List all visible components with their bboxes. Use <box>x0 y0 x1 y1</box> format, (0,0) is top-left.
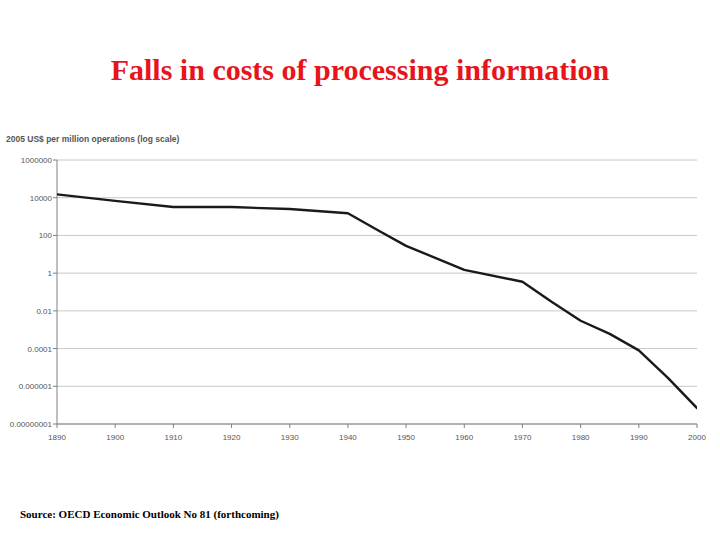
grid-line <box>57 235 697 236</box>
x-tick-label: 1980 <box>572 433 590 442</box>
y-tick-label: 100 <box>39 231 53 240</box>
grid-line <box>57 310 697 311</box>
x-tick <box>464 424 465 428</box>
x-tick <box>173 424 174 428</box>
grid-line <box>57 348 697 349</box>
y-tick-label: 0.000001 <box>19 382 53 391</box>
y-axis-label: 2005 US$ per million operations (log sca… <box>6 134 180 144</box>
y-axis <box>57 160 58 424</box>
source-note: Source: OECD Economic Outlook No 81 (for… <box>20 508 279 521</box>
x-tick-label: 2000 <box>688 433 706 442</box>
y-tick <box>53 273 57 274</box>
y-tick <box>53 348 57 349</box>
x-axis <box>57 424 697 425</box>
y-tick <box>53 310 57 311</box>
y-tick-label: 0.01 <box>36 307 52 316</box>
y-tick <box>53 160 57 161</box>
x-tick <box>697 424 698 428</box>
x-tick-label: 1950 <box>397 433 415 442</box>
x-tick <box>580 424 581 428</box>
grid-line <box>57 424 697 425</box>
x-tick <box>231 424 232 428</box>
grid-line <box>57 160 697 161</box>
x-tick-label: 1910 <box>164 433 182 442</box>
y-tick-label: 0.00000001 <box>10 420 53 429</box>
x-tick <box>638 424 639 428</box>
x-tick-label: 1920 <box>223 433 241 442</box>
x-tick <box>115 424 116 428</box>
grid-line <box>57 273 697 274</box>
y-tick <box>53 386 57 387</box>
grid-line <box>57 197 697 198</box>
chart: Falls in costs of processing information… <box>0 0 720 540</box>
x-tick-label: 1890 <box>48 433 66 442</box>
y-tick <box>53 424 57 425</box>
x-tick <box>57 424 58 428</box>
y-tick-label: 1000000 <box>21 156 53 165</box>
y-tick-label: 0.0001 <box>28 345 53 354</box>
plot-area <box>57 194 697 408</box>
x-tick-label: 1990 <box>630 433 648 442</box>
y-tick <box>53 235 57 236</box>
x-tick-label: 1960 <box>455 433 473 442</box>
x-tick-label: 1930 <box>281 433 299 442</box>
x-tick-label: 1940 <box>339 433 357 442</box>
x-tick-label: 1970 <box>514 433 532 442</box>
y-tick-label: 10000 <box>30 194 53 203</box>
x-tick <box>289 424 290 428</box>
x-tick <box>347 424 348 428</box>
y-tick <box>53 197 57 198</box>
x-tick <box>522 424 523 428</box>
title: Falls in costs of processing information <box>111 53 610 86</box>
x-tick-label: 1900 <box>106 433 124 442</box>
grid-line <box>57 386 697 387</box>
data-line <box>57 194 697 408</box>
x-tick <box>406 424 407 428</box>
y-tick-label: 1 <box>48 269 53 278</box>
